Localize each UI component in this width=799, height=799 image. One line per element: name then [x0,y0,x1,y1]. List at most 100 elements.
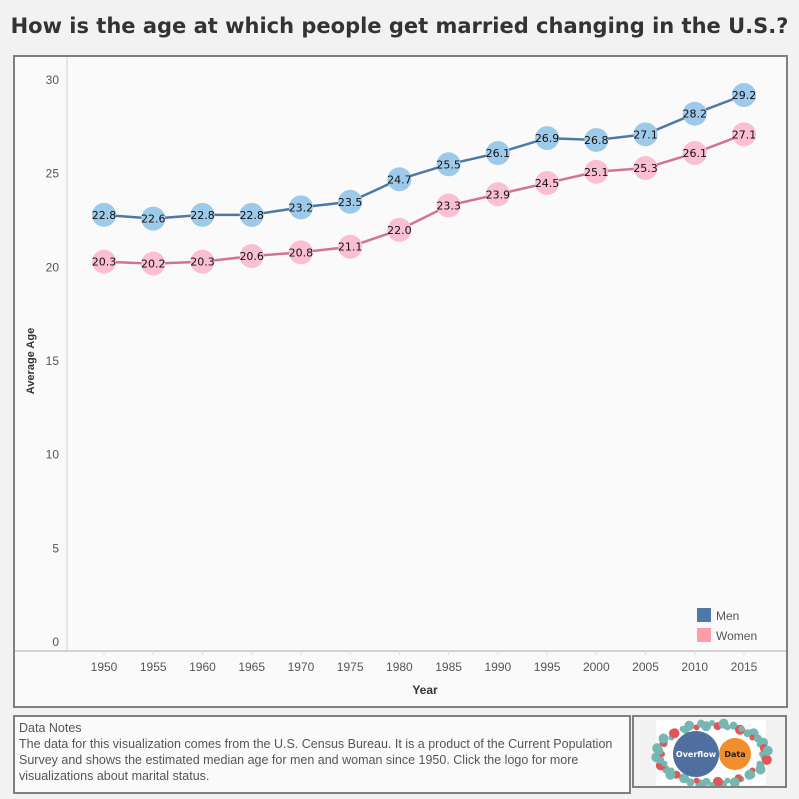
x-tick-label: 2010 [681,660,708,674]
y-tick-label: 30 [46,73,60,87]
data-point[interactable] [584,159,609,184]
data-label: 21.1 [338,241,363,254]
data-point[interactable] [436,193,461,218]
logo-bubble [693,777,700,784]
logo-bubble [738,725,745,732]
legend-swatch[interactable] [697,608,711,622]
data-point[interactable] [584,127,609,152]
logo-bubble [701,721,712,732]
data-label: 22.8 [190,209,215,222]
legend-label[interactable]: Women [716,629,757,643]
data-label: 27.1 [633,128,658,141]
data-label: 22.8 [92,209,117,222]
data-label: 20.3 [92,256,117,269]
y-tick-label: 15 [46,354,60,368]
logo-bubble [729,777,740,788]
data-point[interactable] [338,234,363,259]
data-label: 20.2 [141,258,166,271]
logo-bubble [658,733,669,744]
data-point[interactable] [633,122,658,147]
data-label: 25.1 [584,166,609,179]
data-point[interactable] [288,195,313,220]
x-tick-label: 1980 [386,660,413,674]
x-axis-title: Year [412,683,438,697]
logo-bubble [761,754,772,765]
logo-bubble [669,728,680,739]
logo-bubble [679,776,686,783]
data-point[interactable] [633,156,658,181]
x-tick-label: 1990 [484,660,511,674]
y-tick-label: 10 [46,448,60,462]
logo-bubble [712,776,723,787]
x-tick-label: 2015 [731,660,758,674]
x-tick-label: 1995 [534,660,561,674]
data-point[interactable] [92,202,116,227]
y-tick-label: 5 [52,541,59,555]
logo-bubble [651,752,662,763]
x-tick-label: 1970 [288,660,315,674]
data-point[interactable] [732,82,756,107]
page-title: How is the age at which people get marri… [10,14,789,38]
data-label: 23.9 [486,188,511,201]
data-point[interactable] [485,141,510,166]
data-label: 20.3 [190,256,215,269]
x-tick-label: 1985 [435,660,462,674]
data-point[interactable] [682,101,707,126]
data-label: 23.3 [436,200,461,213]
x-tick-label: 1955 [140,660,167,674]
data-point[interactable] [92,249,116,274]
x-tick-label: 2005 [632,660,659,674]
data-point[interactable] [535,171,560,196]
data-label: 25.5 [436,158,461,171]
data-point[interactable] [190,202,215,227]
legend-swatch[interactable] [697,628,711,642]
data-label: 23.2 [289,201,314,214]
series-line-women [103,133,745,265]
data-point[interactable] [732,122,756,147]
data-point[interactable] [239,202,264,227]
data-point[interactable] [288,240,313,265]
data-point[interactable] [387,167,412,192]
data-point[interactable] [239,244,264,269]
data-label: 20.8 [289,246,314,259]
data-label: 24.7 [387,173,412,186]
y-tick-label: 25 [46,167,60,181]
data-label: 24.5 [535,177,560,190]
data-point[interactable] [682,141,707,166]
data-point[interactable] [436,152,461,177]
logo-bubble [724,724,731,731]
x-tick-label: 1965 [238,660,265,674]
data-label: 22.6 [141,213,166,226]
data-label: 26.8 [584,134,609,147]
line-chart: 0 5 10 15 20 25 30 1950 1955 1960 1965 1970 1975 1980… [15,57,786,697]
logo-link[interactable]: Overflow Data [632,715,787,790]
data-point[interactable] [485,182,510,207]
x-tick-label: 2000 [583,660,610,674]
chart-frame: 0 5 10 15 20 25 30 1950 1955 1960 1965 1970 1975 1980… [13,55,788,708]
data-point[interactable] [141,251,166,276]
data-label: 26.1 [486,147,511,160]
y-tick-label: 0 [52,635,59,649]
data-point[interactable] [387,217,412,242]
data-point[interactable] [535,126,560,151]
data-point[interactable] [141,206,166,231]
data-point[interactable] [338,189,363,214]
data-label: 28.2 [683,108,708,121]
y-tick-label: 20 [46,260,60,274]
data-label: 20.6 [239,250,264,263]
data-label: 27.1 [732,128,757,141]
x-tick-label: 1975 [337,660,364,674]
data-label: 22.8 [239,209,264,222]
overflow-data-logo[interactable]: Overflow Data [634,717,785,790]
data-label: 26.1 [683,147,708,160]
data-label: 23.5 [338,196,363,209]
logo-bubble [744,769,755,780]
data-point[interactable] [190,249,215,274]
data-label: 25.3 [633,162,658,175]
logo-bubble [652,743,663,754]
x-tick-label: 1960 [189,660,216,674]
notes-heading: Data Notes [19,721,82,735]
data-notes: Data Notes The data for this visualizati… [13,715,631,794]
logo-bubble [684,720,695,731]
legend-label[interactable]: Men [716,609,739,623]
